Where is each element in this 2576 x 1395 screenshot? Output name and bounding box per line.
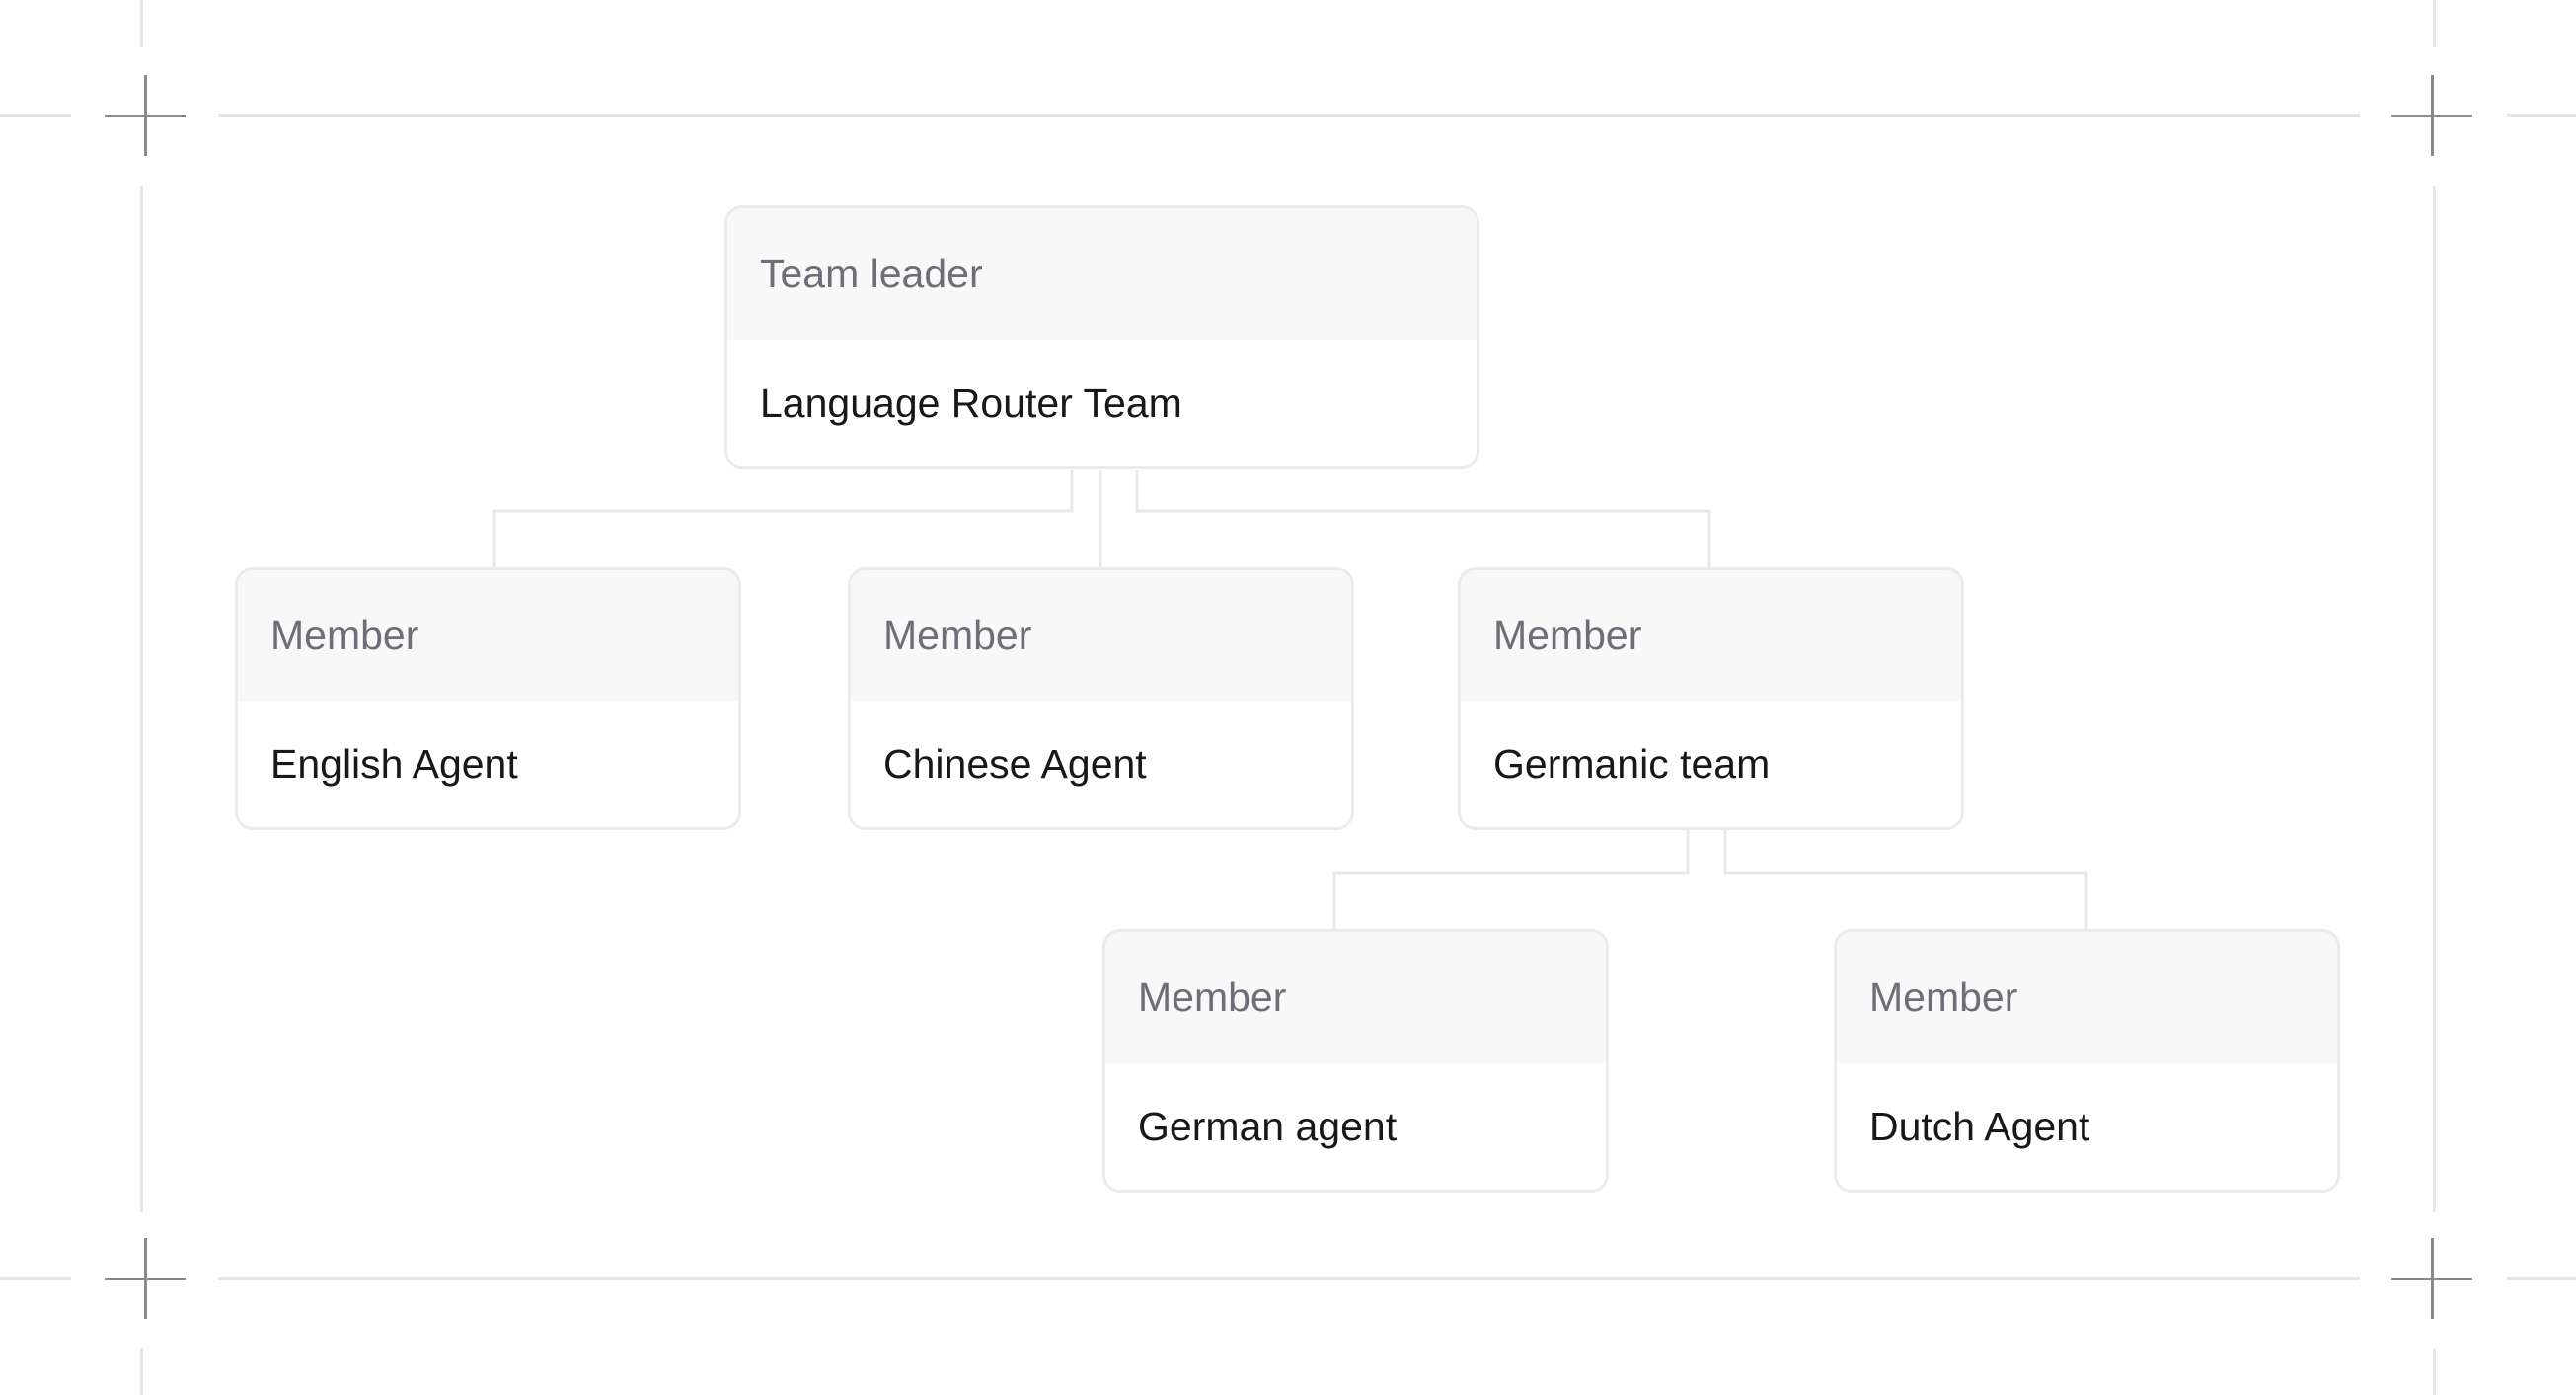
node-team-leader[interactable]: Team leader Language Router Team [724, 205, 1479, 469]
guide-line-right [2433, 186, 2436, 1212]
guide-line-top [2507, 114, 2576, 117]
node-role-label: Member [238, 570, 738, 701]
connector-germanic-dutch [1723, 830, 2088, 929]
node-name: Chinese Agent [883, 740, 1147, 787]
guide-line-bottom [0, 1277, 71, 1280]
node-name: Language Router Team [760, 379, 1182, 426]
node-member[interactable]: Member Germanic team [1458, 567, 1964, 830]
guide-line-left [140, 186, 143, 1212]
guide-line-left [140, 0, 143, 47]
node-member[interactable]: Member Chinese Agent [848, 567, 1354, 830]
node-role-label: Member [1105, 932, 1606, 1063]
node-name: Dutch Agent [1869, 1103, 2090, 1149]
node-name: English Agent [270, 740, 518, 787]
connector-root-english [492, 470, 1074, 567]
node-role-label: Team leader [727, 208, 1477, 340]
node-member[interactable]: Member English Agent [235, 567, 741, 830]
guide-line-bottom [2507, 1277, 2576, 1280]
node-role-label: Member [1837, 932, 2337, 1063]
guide-line-top [218, 114, 2360, 117]
node-name: German agent [1138, 1103, 1398, 1149]
guide-line-right [2433, 1348, 2436, 1395]
node-role-label: Member [1461, 570, 1961, 701]
connector-root-germanic [1135, 470, 1711, 567]
guide-line-left [140, 1348, 143, 1395]
node-role-label: Member [851, 570, 1351, 701]
node-name: Germanic team [1493, 740, 1771, 787]
node-sub-member[interactable]: Member Dutch Agent [1834, 929, 2340, 1193]
connector-germanic-german [1332, 830, 1690, 929]
guide-line-bottom [218, 1277, 2360, 1280]
node-sub-member[interactable]: Member German agent [1102, 929, 1609, 1193]
guide-line-top [0, 114, 71, 117]
guide-line-right [2433, 0, 2436, 47]
